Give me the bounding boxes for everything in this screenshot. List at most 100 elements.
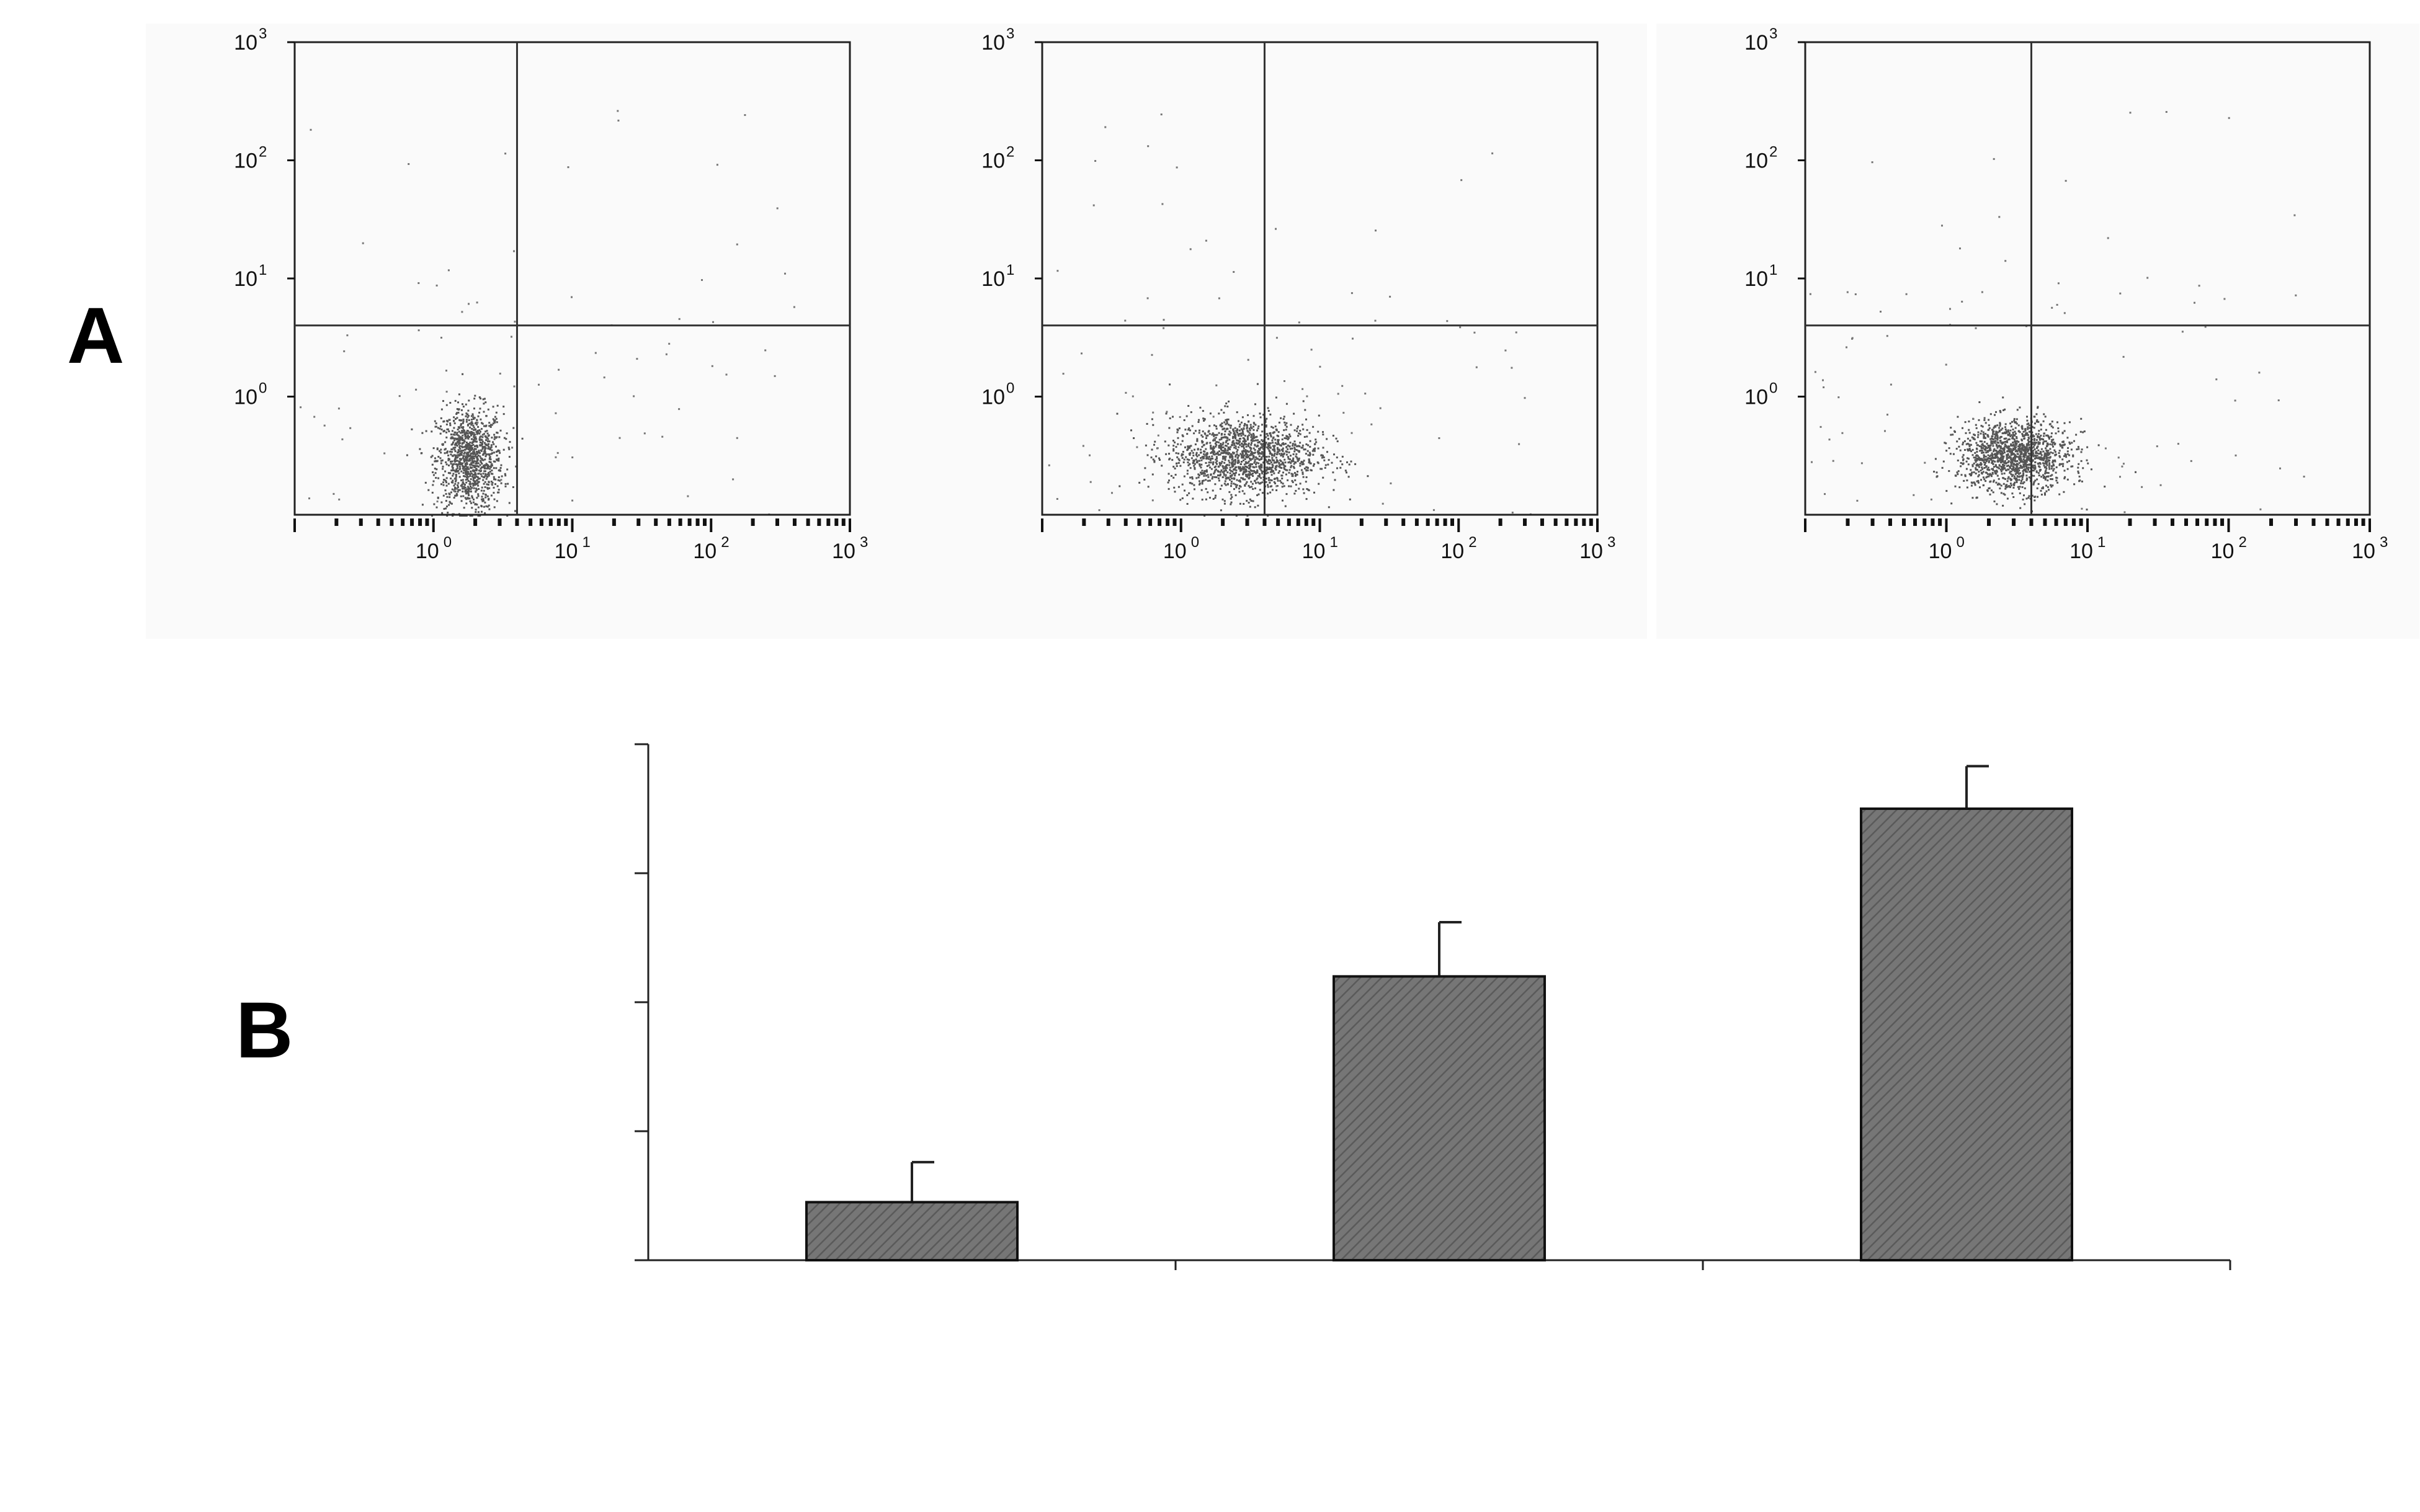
dot-point <box>2073 483 2076 486</box>
dot-point <box>1240 463 1243 465</box>
dot-point <box>1229 448 1231 450</box>
dot-point <box>1999 410 2001 412</box>
dot-point <box>1287 458 1290 460</box>
dot-point <box>465 420 468 423</box>
dot-point <box>1220 448 1222 450</box>
dot-point <box>1970 484 1973 487</box>
dot-point <box>1998 427 2001 429</box>
dot-point <box>2012 483 2015 486</box>
dot-point <box>2025 445 2028 447</box>
dot-point <box>1276 485 1279 487</box>
dot-point <box>515 465 517 468</box>
dot-point <box>1125 391 1127 394</box>
dot-point <box>2052 484 2054 487</box>
dot-point <box>476 446 479 448</box>
dot-point <box>2034 499 2036 502</box>
dot-point <box>1287 438 1289 440</box>
dot-point <box>1261 456 1263 458</box>
dot-point <box>1272 465 1274 467</box>
dot-point <box>478 481 480 483</box>
dot-point <box>470 455 472 456</box>
dot-point <box>468 443 470 445</box>
dot-point <box>1972 417 1975 420</box>
dot-point <box>1277 443 1280 445</box>
dot-point <box>1249 469 1252 471</box>
dot-point <box>1225 475 1226 478</box>
dot-point <box>1350 460 1352 463</box>
dot-point <box>1192 497 1194 500</box>
dot-point <box>1254 472 1257 474</box>
dot-point <box>1235 454 1237 456</box>
dot-point <box>475 438 478 440</box>
dot-point <box>476 301 478 304</box>
dot-point <box>485 464 488 466</box>
dot-point <box>1238 442 1240 444</box>
dot-point <box>1248 460 1250 463</box>
dot-point <box>1226 437 1228 439</box>
dot-point <box>1239 444 1241 446</box>
dot-point <box>1287 448 1289 450</box>
x-tick-label: 10 <box>2211 540 2235 563</box>
dot-point <box>1225 445 1228 447</box>
dot-point <box>1989 493 1991 496</box>
dot-point <box>1226 483 1229 486</box>
dot-point <box>1231 461 1234 464</box>
dot-point <box>1245 465 1248 468</box>
dot-point <box>617 110 619 112</box>
dot-point <box>1296 473 1298 476</box>
dot-point <box>1275 228 1277 230</box>
dot-point <box>2033 435 2035 437</box>
dot-point <box>440 417 442 419</box>
dot-point <box>1298 487 1300 490</box>
dot-point <box>1285 429 1287 431</box>
dot-point <box>1260 443 1262 445</box>
dot-point <box>487 438 489 440</box>
dot-point <box>1146 454 1149 456</box>
dot-point <box>2052 426 2054 429</box>
dot-point <box>2011 475 2014 478</box>
dot-point <box>1994 436 1996 438</box>
dot-point <box>1491 152 1494 154</box>
dot-point <box>493 478 496 480</box>
dot-point <box>2039 463 2042 465</box>
dot-point <box>1370 423 1373 425</box>
dot-point <box>2075 434 2078 436</box>
dot-point <box>467 444 470 447</box>
dot-point <box>1832 460 1834 462</box>
dot-point <box>481 422 484 425</box>
dot-point <box>2029 460 2032 462</box>
dot-point <box>2018 469 2020 471</box>
dot-point <box>1257 453 1260 455</box>
dot-point <box>1181 483 1184 486</box>
dot-point <box>1992 433 1994 435</box>
dot-point <box>2045 458 2048 460</box>
dot-point <box>1290 462 1292 465</box>
dot-point <box>467 434 469 437</box>
dot-point <box>1216 441 1218 443</box>
dot-point <box>2019 448 2021 450</box>
dot-point <box>2031 494 2034 497</box>
dot-point <box>1324 466 1326 469</box>
dot-point <box>461 442 463 444</box>
dot-point <box>1285 446 1288 448</box>
dot-point <box>2023 460 2025 462</box>
dot-point <box>1256 429 1258 432</box>
dot-point <box>460 450 463 452</box>
dot-point <box>1252 436 1254 438</box>
dot-point <box>1275 337 1278 339</box>
dot-point <box>1197 473 1200 476</box>
dot-point <box>453 454 455 456</box>
dot-point <box>1238 487 1240 490</box>
dot-point <box>1237 462 1239 465</box>
dot-point <box>1257 481 1259 484</box>
dot-point <box>1207 434 1209 437</box>
dot-point <box>2009 471 2011 473</box>
dot-point <box>1194 488 1195 491</box>
dot-point <box>398 395 401 398</box>
dot-point <box>1243 466 1245 469</box>
dot-point <box>1246 462 1249 464</box>
dot-point <box>2068 441 2071 443</box>
dot-point <box>1209 442 1212 444</box>
dot-point <box>2004 423 2007 425</box>
dot-point <box>1270 470 1273 473</box>
